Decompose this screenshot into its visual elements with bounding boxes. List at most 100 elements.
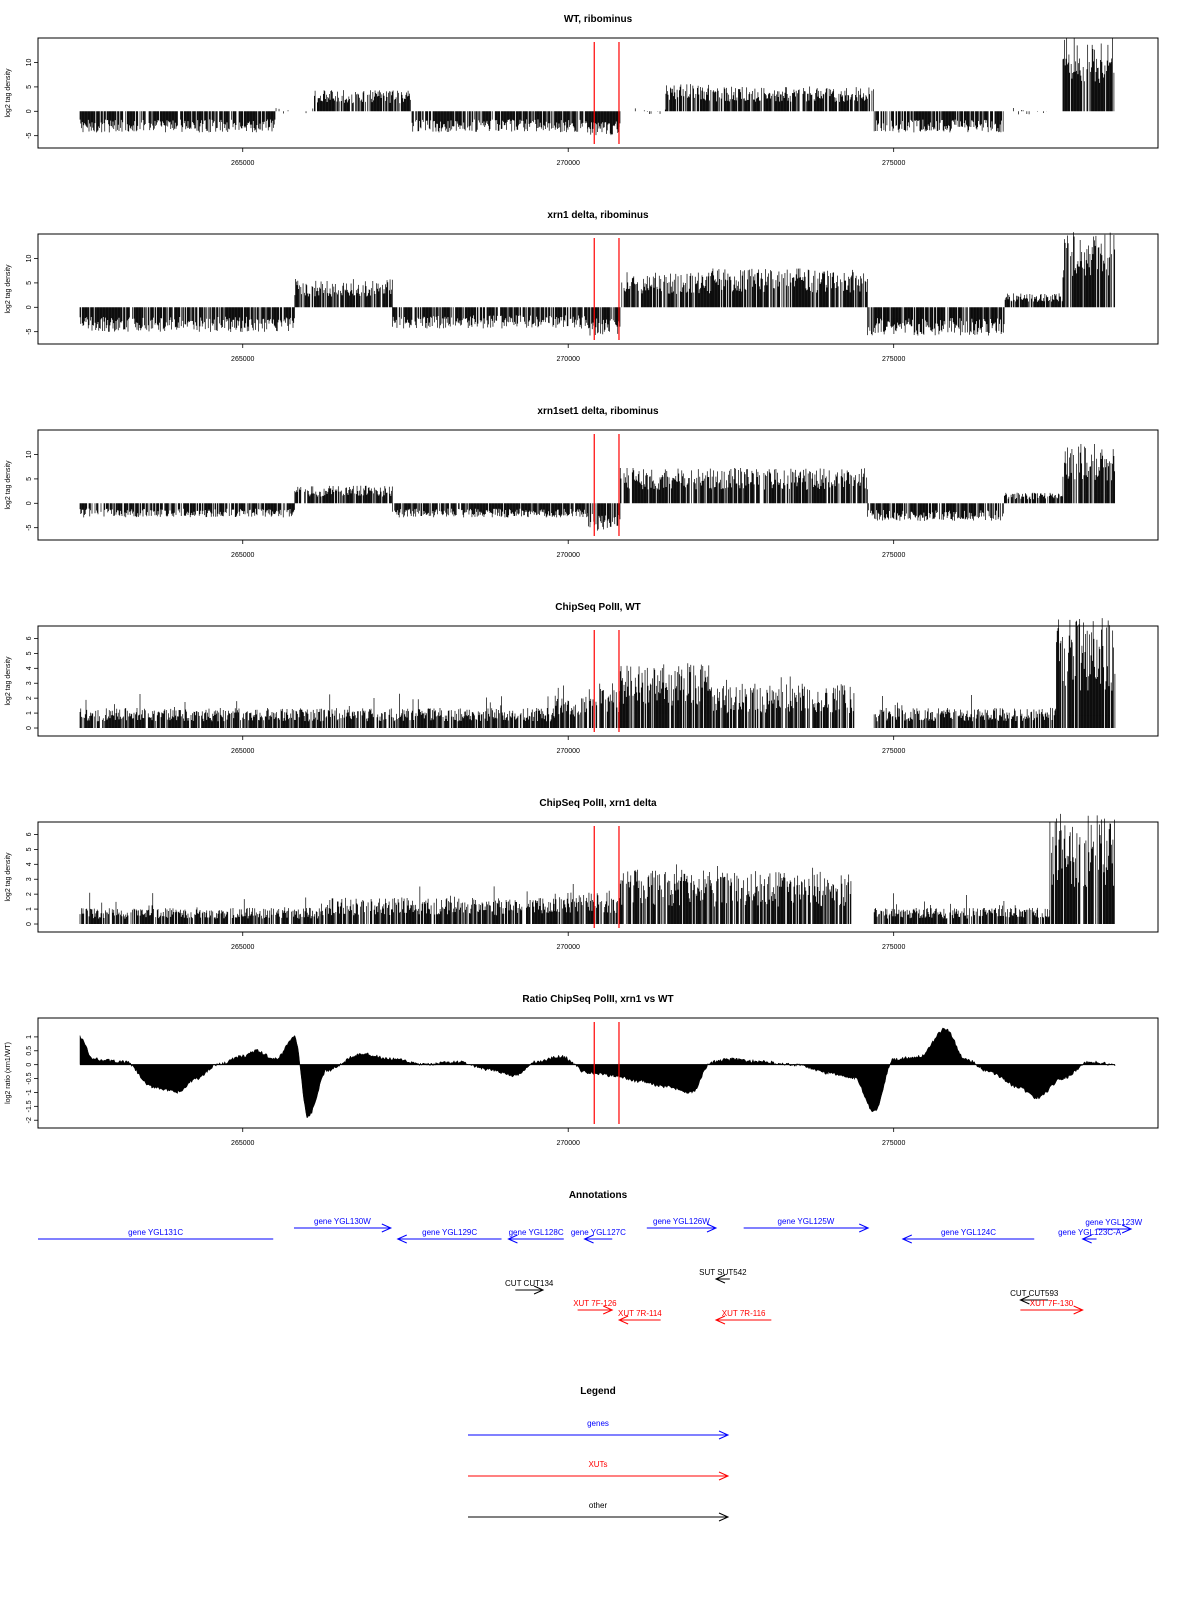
annotation-feature: gene YGL128C (507, 1228, 564, 1244)
y-tick-label: -5 (26, 328, 33, 334)
feature-label: gene YGL124C (941, 1228, 996, 1237)
x-tick-label: 275000 (882, 944, 905, 951)
x-tick-label: 270000 (557, 1140, 580, 1147)
y-tick-label: 0 (26, 1063, 33, 1067)
panel-title: Ratio ChipSeq PolII, xrn1 vs WT (522, 994, 673, 1005)
x-tick-label: 275000 (882, 748, 905, 755)
annotation-feature: gene YGL130W (293, 1217, 393, 1233)
signal-bars (79, 813, 1115, 925)
ratio-area (79, 1027, 1116, 1118)
feature-label: gene YGL130W (314, 1217, 371, 1226)
y-tick-label: 10 (26, 451, 33, 459)
y-tick-label: 1 (26, 907, 33, 911)
y-tick-label: 5 (26, 651, 33, 655)
y-tick-label: 0 (26, 109, 33, 113)
arrowhead-left-icon (1081, 1234, 1092, 1244)
y-tick-label: 5 (26, 281, 33, 285)
x-tick-label: 270000 (557, 944, 580, 951)
y-axis-label: log2 ratio (xrn1/WT) (5, 1042, 12, 1104)
feature-label: gene YGL126W (653, 1217, 710, 1226)
x-tick-label: 275000 (882, 356, 905, 363)
chart-panel-4: ChipSeq PolII, WT log2 tag density 0 1 2 3 4 5 6… (5, 602, 1159, 755)
y-tick-label: 10 (26, 59, 33, 67)
y-tick-label: 2 (26, 892, 33, 896)
plot-frame (37, 233, 1159, 345)
y-tick-label: 5 (26, 477, 33, 481)
annotation-feature: gene YGL127C (571, 1228, 626, 1244)
arrowhead-left-icon (507, 1234, 518, 1244)
y-tick-label: 1 (26, 711, 33, 715)
feature-label: gene YGL129C (422, 1228, 477, 1237)
signal-bars (79, 444, 1116, 531)
legend-label: genes (587, 1419, 609, 1428)
y-axis-label: log2 tag density (5, 460, 12, 510)
feature-label: CUT CUT134 (505, 1279, 554, 1288)
arrowhead-left-icon (714, 1315, 726, 1325)
y-tick-label: -0.5 (26, 1072, 33, 1084)
annotation-feature: gene YGL125W (743, 1217, 870, 1233)
feature-label: gene YGL125W (778, 1217, 835, 1226)
feature-label: gene YGL131C (128, 1228, 183, 1237)
legend-title: Legend (580, 1386, 616, 1397)
arrowhead-right-icon (858, 1223, 870, 1233)
y-tick-label: 6 (26, 636, 33, 640)
y-tick-label: 6 (26, 832, 33, 836)
feature-label: gene YGL123W (1085, 1218, 1142, 1227)
chart-panel-6: Ratio ChipSeq PolII, xrn1 vs WT log2 rati… (5, 994, 1159, 1147)
x-tick-label: 275000 (882, 552, 905, 559)
y-tick-label: -1 (26, 1089, 33, 1095)
y-tick-label: 0 (26, 726, 33, 730)
feature-label: XUT 7F-130 (1030, 1299, 1074, 1308)
chart-panel-1: WT, ribominus log2 tag density -5 0 5 10 26500… (5, 14, 1159, 167)
plot-frame (37, 821, 1159, 933)
annotation-feature: gene YGL123C-A (1058, 1228, 1122, 1244)
signal-bars (79, 618, 1116, 729)
arrowhead-right-icon (718, 1512, 730, 1522)
x-tick-label: 270000 (557, 552, 580, 559)
feature-label: gene YGL127C (571, 1228, 626, 1237)
y-tick-label: 0 (26, 305, 33, 309)
panel-title: ChipSeq PolII, WT (555, 602, 641, 613)
chart-panel-5: ChipSeq PolII, xrn1 delta log2 tag densit… (5, 798, 1159, 951)
legend-entry: genes (468, 1419, 730, 1440)
y-tick-label: -2 (26, 1117, 33, 1123)
arrowhead-right-icon (533, 1285, 545, 1295)
plot-frame (37, 1017, 1159, 1129)
arrowhead-left-icon (617, 1315, 629, 1325)
signal-bars (79, 232, 1116, 336)
feature-label: gene YGL123C-A (1058, 1228, 1122, 1237)
arrowhead-right-icon (381, 1223, 393, 1233)
y-tick-label: -5 (26, 524, 33, 530)
x-tick-label: 270000 (557, 748, 580, 755)
chart-panel-2: xrn1 delta, ribominus log2 tag density -5 0… (5, 210, 1159, 363)
arrowhead-right-icon (1073, 1305, 1084, 1315)
annotation-feature: gene YGL126W (646, 1217, 718, 1233)
y-tick-label: 0 (26, 922, 33, 926)
y-tick-label: 0 (26, 501, 33, 505)
annotation-feature: XUT 7F-130 (1020, 1299, 1084, 1315)
y-tick-label: 2 (26, 696, 33, 700)
feature-label: XUT 7R-114 (618, 1309, 662, 1318)
feature-label: CUT CUT593 (1010, 1289, 1059, 1298)
panel-title: xrn1set1 delta, ribominus (537, 406, 659, 417)
annotation-feature: XUT 7R-116 (714, 1309, 772, 1325)
arrowhead-right-icon (706, 1223, 718, 1233)
annotation-feature: XUT 7R-114 (617, 1309, 662, 1325)
plot-frame (37, 625, 1159, 737)
feature-label: SUT SUT542 (699, 1268, 747, 1277)
panel-title: ChipSeq PolII, xrn1 delta (539, 798, 657, 809)
x-tick-label: 265000 (231, 1140, 254, 1147)
plot-frame (37, 429, 1159, 541)
legend-label: other (589, 1501, 608, 1510)
plot-frame (37, 37, 1159, 149)
y-tick-label: 5 (26, 847, 33, 851)
y-tick-label: 4 (26, 862, 33, 866)
y-tick-label: -1.5 (26, 1100, 33, 1112)
y-tick-label: -5 (26, 132, 33, 138)
x-tick-label: 275000 (882, 160, 905, 167)
feature-label: XUT 7F-126 (573, 1299, 617, 1308)
x-tick-label: 265000 (231, 160, 254, 167)
feature-label: XUT 7R-116 (722, 1309, 766, 1318)
annotations-panel: Annotations gene YGL131C gene YGL130W gene … (38, 1190, 1143, 1325)
arrowhead-left-icon (1019, 1295, 1030, 1305)
